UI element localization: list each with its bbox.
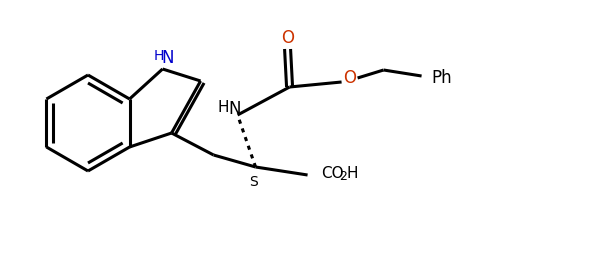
Text: O: O xyxy=(343,69,356,87)
Text: O: O xyxy=(281,29,294,47)
Text: S: S xyxy=(249,175,258,189)
Text: N: N xyxy=(228,100,241,118)
Text: H: H xyxy=(218,99,229,114)
Text: H: H xyxy=(153,49,164,63)
Text: N: N xyxy=(161,49,174,67)
Text: 2: 2 xyxy=(339,170,347,184)
Text: CO: CO xyxy=(322,165,344,180)
Text: Ph: Ph xyxy=(431,69,452,87)
Text: H: H xyxy=(347,165,358,180)
